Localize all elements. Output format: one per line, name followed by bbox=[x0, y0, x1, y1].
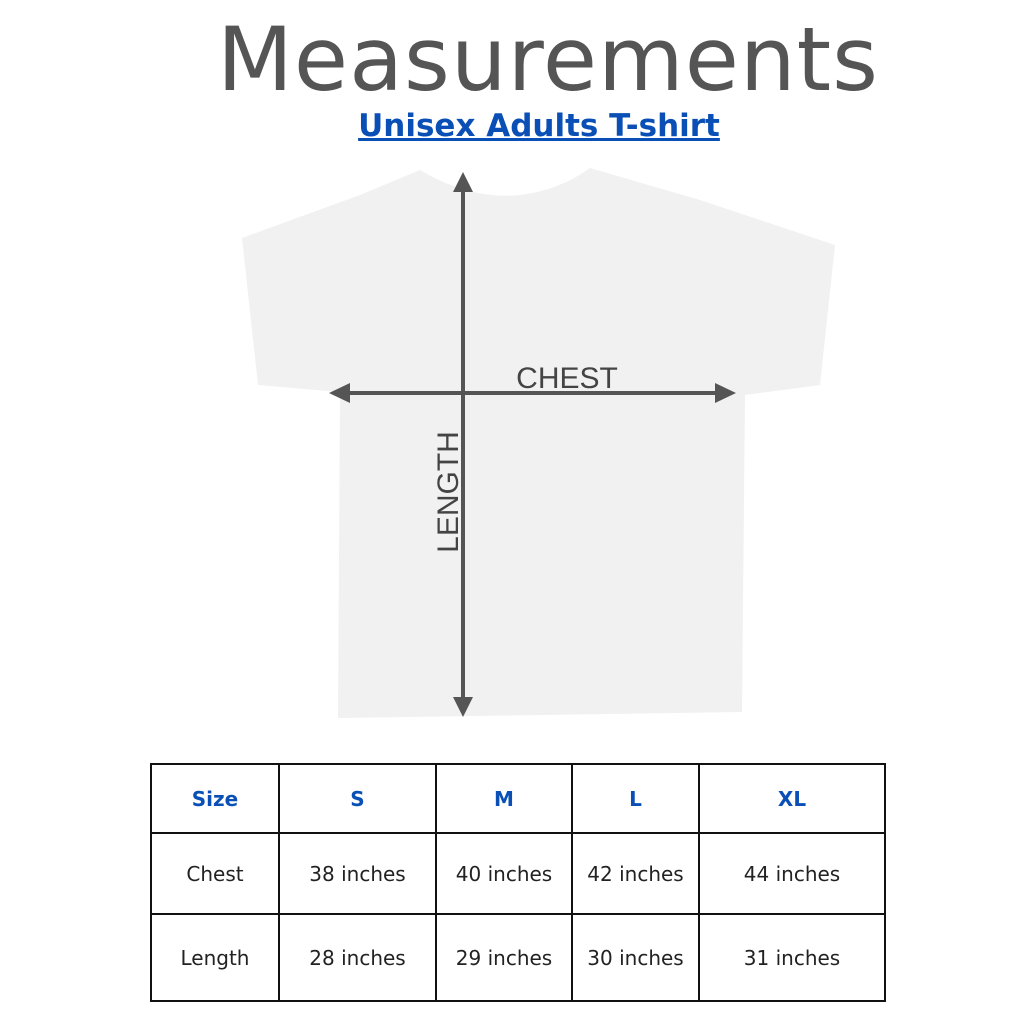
subtitle: Unisex Adults T-shirt bbox=[358, 108, 720, 144]
cell: 44 inches bbox=[698, 832, 886, 915]
chest-arrow-head-left bbox=[329, 383, 350, 403]
cell: 29 inches bbox=[435, 913, 573, 1002]
table-row: Length 28 inches 29 inches 30 inches 31 … bbox=[150, 913, 886, 1002]
cell: 42 inches bbox=[571, 832, 700, 915]
header-s: S bbox=[278, 763, 437, 834]
length-arrow-head-bottom bbox=[453, 697, 473, 717]
cell: 30 inches bbox=[571, 913, 700, 1002]
header-xl: XL bbox=[698, 763, 886, 834]
length-arrow-head-top bbox=[453, 172, 473, 192]
cell: 31 inches bbox=[698, 913, 886, 1002]
size-table: Size S M L XL Chest 38 inches 40 inches … bbox=[150, 763, 886, 1002]
cell: 28 inches bbox=[278, 913, 437, 1002]
page-title: Measurements bbox=[217, 8, 879, 111]
chest-arrow-head-right bbox=[715, 383, 736, 403]
row-label: Length bbox=[150, 913, 280, 1002]
tshirt-shape bbox=[242, 168, 835, 718]
tshirt-diagram: CHEST LENGTH bbox=[242, 168, 835, 718]
header-size: Size bbox=[150, 763, 280, 834]
header-m: M bbox=[435, 763, 573, 834]
chest-label: CHEST bbox=[516, 362, 618, 395]
table-row: Chest 38 inches 40 inches 42 inches 44 i… bbox=[150, 832, 886, 915]
row-label: Chest bbox=[150, 832, 280, 915]
length-label: LENGTH bbox=[432, 431, 465, 553]
cell: 40 inches bbox=[435, 832, 573, 915]
table-header-row: Size S M L XL bbox=[150, 763, 886, 834]
cell: 38 inches bbox=[278, 832, 437, 915]
header-l: L bbox=[571, 763, 700, 834]
